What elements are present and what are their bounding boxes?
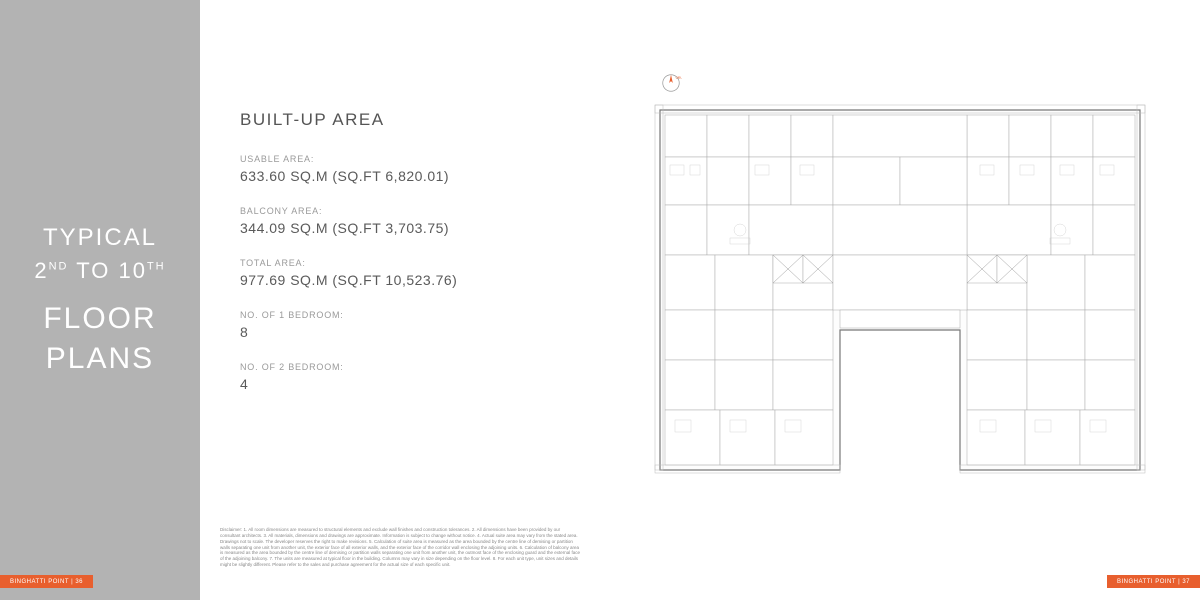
floorplan-svg bbox=[640, 90, 1160, 490]
field-value: 8 bbox=[240, 324, 560, 340]
field-balcony-area: BALCONY AREA: 344.09 SQ.M (SQ.FT 3,703.7… bbox=[240, 206, 560, 236]
title-panel: TYPICAL 2ND TO 10TH FLOOR PLANS bbox=[0, 0, 200, 600]
svg-text:QIBLA: QIBLA bbox=[676, 75, 682, 79]
title-line-4: PLANS bbox=[46, 342, 154, 376]
field-label: NO. OF 2 BEDROOM: bbox=[240, 362, 560, 372]
field-2br-count: NO. OF 2 BEDROOM: 4 bbox=[240, 362, 560, 392]
field-usable-area: USABLE AREA: 633.60 SQ.M (SQ.FT 6,820.01… bbox=[240, 154, 560, 184]
field-1br-count: NO. OF 1 BEDROOM: 8 bbox=[240, 310, 560, 340]
page-number-tag: BINGHATTI POINT | 36 bbox=[0, 575, 93, 588]
info-panel: BUILT-UP AREA USABLE AREA: 633.60 SQ.M (… bbox=[200, 0, 600, 600]
field-label: USABLE AREA: bbox=[240, 154, 560, 164]
field-label: TOTAL AREA: bbox=[240, 258, 560, 268]
section-title: BUILT-UP AREA bbox=[240, 110, 560, 130]
field-label: NO. OF 1 BEDROOM: bbox=[240, 310, 560, 320]
title-line-2: 2ND TO 10TH bbox=[34, 258, 165, 284]
field-total-area: TOTAL AREA: 977.69 SQ.M (SQ.FT 10,523.76… bbox=[240, 258, 560, 288]
right-page: QIBLA bbox=[600, 0, 1200, 600]
field-value: 4 bbox=[240, 376, 560, 392]
floor-plan-drawing bbox=[640, 90, 1160, 490]
field-value: 977.69 SQ.M (SQ.FT 10,523.76) bbox=[240, 272, 560, 288]
disclaimer-text: Disclaimer: 1. All room dimensions are m… bbox=[220, 527, 580, 568]
field-value: 344.09 SQ.M (SQ.FT 3,703.75) bbox=[240, 220, 560, 236]
title-line-1: TYPICAL bbox=[43, 224, 157, 252]
title-line-3: FLOOR bbox=[43, 302, 156, 336]
left-page: TYPICAL 2ND TO 10TH FLOOR PLANS BUILT-UP… bbox=[0, 0, 600, 600]
field-value: 633.60 SQ.M (SQ.FT 6,820.01) bbox=[240, 168, 560, 184]
field-label: BALCONY AREA: bbox=[240, 206, 560, 216]
page-number-tag: BINGHATTI POINT | 37 bbox=[1107, 575, 1200, 588]
